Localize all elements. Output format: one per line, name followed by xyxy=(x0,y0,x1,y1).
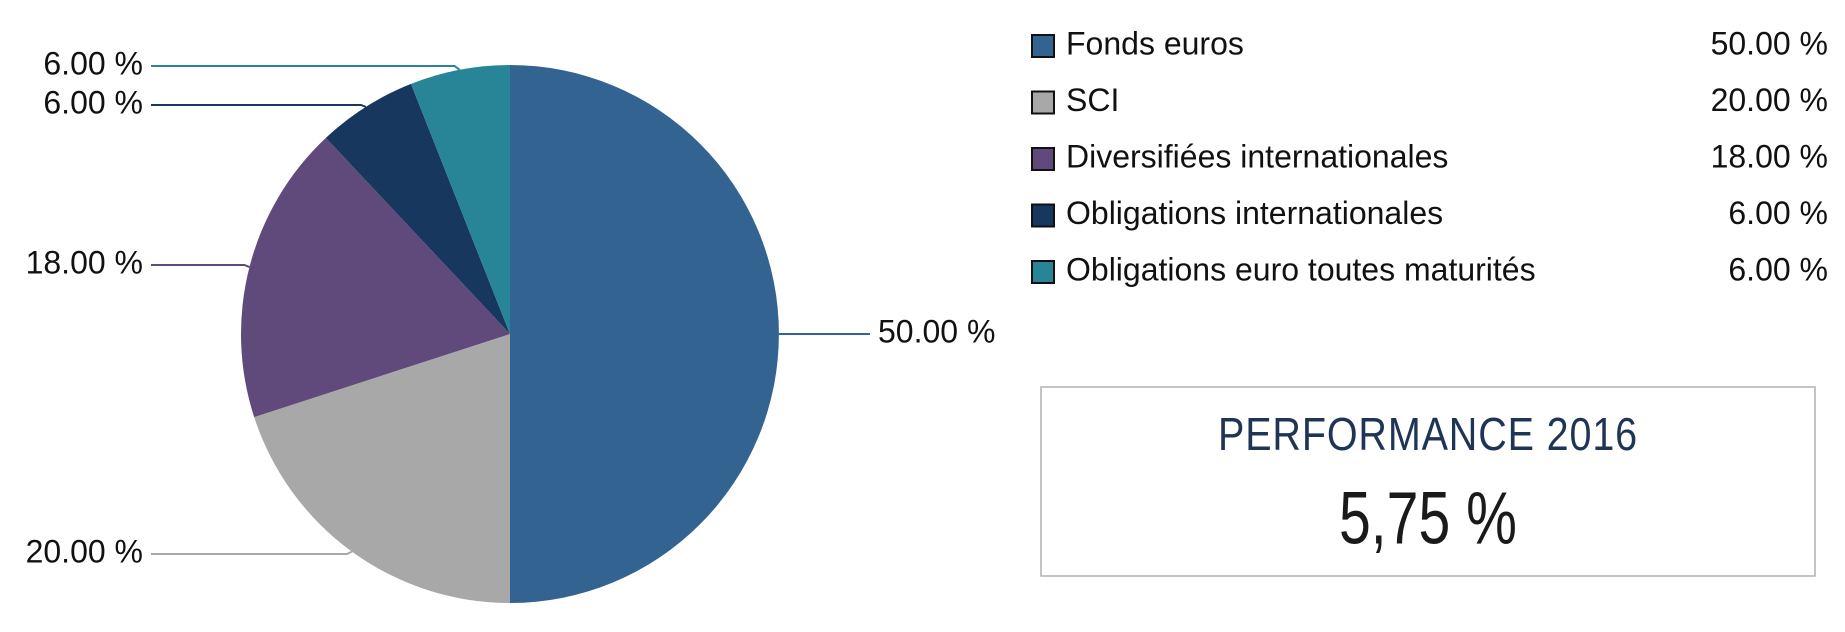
pie-slice xyxy=(241,137,510,418)
leader-line xyxy=(151,104,367,108)
pie-slice xyxy=(410,65,510,334)
performance-title: PERFORMANCE 2016 xyxy=(1218,408,1638,460)
legend-swatch xyxy=(1031,260,1055,284)
pie-slice xyxy=(510,65,779,603)
pie-slice xyxy=(325,83,510,334)
performance-box xyxy=(1040,386,1816,577)
data-label: 6.00 % xyxy=(43,84,143,120)
legend-label: Fonds euros xyxy=(1066,25,1244,61)
performance-value: 5,75 % xyxy=(1339,477,1517,560)
data-label: 20.00 % xyxy=(26,533,143,569)
legend-value: 20.00 % xyxy=(1711,82,1828,118)
legend-swatch xyxy=(1031,147,1055,171)
pie-slice xyxy=(254,334,510,603)
legend-label: Obligations euro toutes maturités xyxy=(1066,251,1536,287)
legend-value: 50.00 % xyxy=(1711,25,1828,61)
legend-label: Diversifiées internationales xyxy=(1066,138,1448,174)
legend-label: Obligations internationales xyxy=(1066,195,1443,231)
leader-line xyxy=(151,65,461,71)
data-label: 6.00 % xyxy=(43,45,143,81)
legend-label: SCI xyxy=(1066,82,1119,118)
data-label: 50.00 % xyxy=(878,313,995,349)
leader-line xyxy=(151,264,250,269)
legend-value: 6.00 % xyxy=(1728,251,1828,287)
legend-swatch xyxy=(1031,34,1055,58)
leader-line xyxy=(151,550,353,555)
data-label: 18.00 % xyxy=(26,244,143,280)
legend-value: 18.00 % xyxy=(1711,138,1828,174)
legend-swatch xyxy=(1031,203,1055,228)
legend-value: 6.00 % xyxy=(1728,195,1828,231)
legend-swatch xyxy=(1031,90,1055,115)
